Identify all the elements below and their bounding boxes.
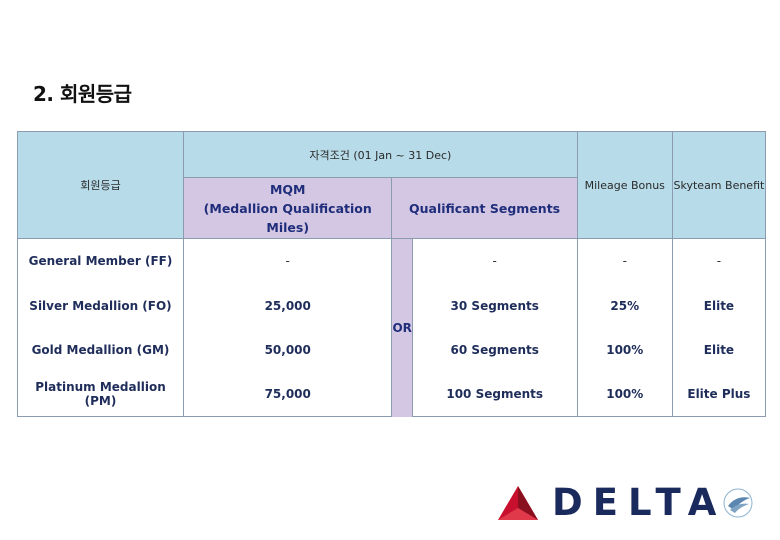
mqm-value: 75,000: [182, 371, 393, 417]
delta-wordmark: DELTA: [552, 481, 727, 524]
table-row: Silver Medallion (FO) 25,000 30 Segments…: [17, 283, 767, 328]
table-row: General Member (FF) - OR - - -: [17, 238, 767, 417]
skyteam-value: -: [671, 238, 767, 284]
tier-name: Silver Medallion (FO): [17, 283, 184, 328]
segments-value: 60 Segments: [411, 327, 578, 372]
tier-name: General Member (FF): [17, 238, 184, 284]
delta-logo: [498, 486, 753, 520]
skyteam-value: Elite Plus: [671, 371, 767, 417]
mqm-value: 50,000: [182, 327, 393, 372]
table-row: Gold Medallion (GM) 50,000 60 Segments 1…: [17, 327, 767, 372]
tier-name: Gold Medallion (GM): [17, 327, 184, 372]
mqm-value: -: [182, 238, 393, 284]
header-mqm: MQM (Medallion Qualification Miles): [182, 177, 393, 239]
bonus-value: -: [576, 238, 673, 284]
mqm-value: 25,000: [182, 283, 393, 328]
tier-name: Platinum Medallion (PM): [17, 371, 184, 417]
skyteam-logo-icon: [723, 488, 753, 518]
header-tier: 회원등급: [17, 131, 184, 239]
skyteam-value: Elite: [671, 283, 767, 328]
segments-value: 100 Segments: [411, 371, 578, 417]
bonus-value: 100%: [576, 327, 673, 372]
delta-widget-icon: [498, 486, 538, 520]
header-skyteam-benefit: Skyteam Benefit: [671, 131, 767, 239]
header-segments: Qualificant Segments: [391, 177, 578, 239]
header-mqm-line2: (Medallion Qualification Miles): [203, 200, 372, 235]
segments-value: -: [411, 238, 578, 284]
header-qualification: 자격조건 (01 Jan ~ 31 Dec): [182, 131, 578, 178]
table-row: Platinum Medallion (PM) 75,000 100 Segme…: [17, 371, 767, 417]
segments-value: 30 Segments: [411, 283, 578, 328]
bonus-value: 100%: [576, 371, 673, 417]
membership-tier-table: 회원등급 자격조건 (01 Jan ~ 31 Dec) Mileage Bonu…: [17, 131, 767, 417]
section-heading: 2. 회원등급: [33, 82, 132, 106]
header-mqm-line1: MQM: [269, 181, 306, 197]
skyteam-value: Elite: [671, 327, 767, 372]
or-divider: OR: [391, 238, 413, 417]
header-mileage-bonus: Mileage Bonus: [576, 131, 673, 239]
bonus-value: 25%: [576, 283, 673, 328]
